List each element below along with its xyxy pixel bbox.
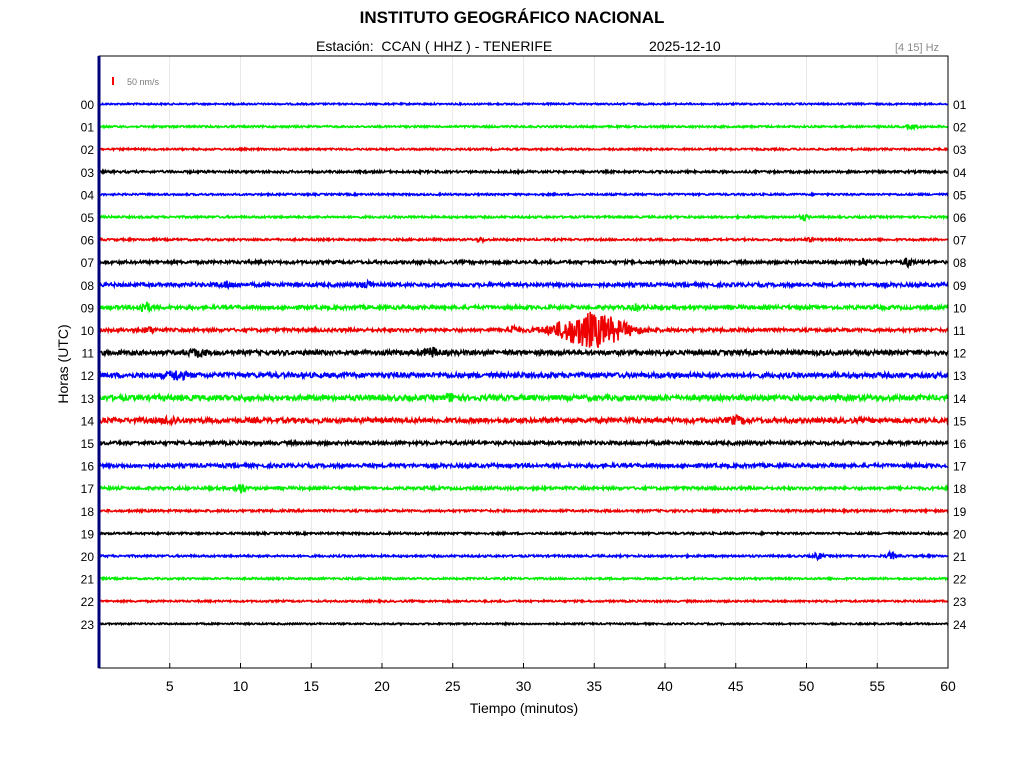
trace-hour-19 xyxy=(98,529,949,537)
left-hour-label: 01 xyxy=(81,121,95,135)
trace-hour-17 xyxy=(98,483,949,494)
left-hour-label: 12 xyxy=(81,369,95,383)
right-hour-label: 14 xyxy=(953,392,967,406)
x-tick-label: 50 xyxy=(799,678,815,694)
right-hour-label: 18 xyxy=(953,482,967,496)
left-hour-label: 07 xyxy=(81,256,95,270)
right-hour-label: 24 xyxy=(953,618,967,632)
x-tick-label: 35 xyxy=(586,678,602,694)
x-tick-label: 30 xyxy=(516,678,532,694)
trace-hour-07 xyxy=(98,257,949,270)
right-hour-label: 19 xyxy=(953,505,967,519)
trace-hour-22 xyxy=(98,598,949,605)
right-hour-label: 07 xyxy=(953,234,967,248)
hour-labels: 00 01 01 02 02 03 03 04 04 05 05 06 06 07 07 08 08 09 09 10… xyxy=(81,98,967,632)
trace-hour-01 xyxy=(98,123,949,132)
trace-hour-03 xyxy=(98,167,949,176)
left-hour-label: 13 xyxy=(81,392,95,406)
x-axis-label: Tiempo (minutos) xyxy=(469,700,579,716)
right-hour-label: 13 xyxy=(953,369,967,383)
trace-hour-21 xyxy=(98,575,949,582)
trace-hour-11 xyxy=(98,346,949,359)
trace-hour-09 xyxy=(98,301,949,314)
right-hour-label: 23 xyxy=(953,595,967,609)
right-hour-label: 16 xyxy=(953,437,967,451)
left-hour-label: 21 xyxy=(81,573,95,587)
left-hour-label: 06 xyxy=(81,234,95,248)
left-hour-label: 15 xyxy=(81,437,95,451)
trace-hour-04 xyxy=(98,191,949,198)
left-hour-label: 16 xyxy=(81,460,95,474)
left-hour-label: 22 xyxy=(81,595,95,609)
right-hour-label: 01 xyxy=(953,98,967,112)
x-tick-label: 45 xyxy=(728,678,744,694)
right-hour-label: 21 xyxy=(953,550,967,564)
trace-hour-20 xyxy=(98,549,949,562)
left-hour-label: 05 xyxy=(81,211,95,225)
left-hour-label: 04 xyxy=(81,188,95,202)
scale-bar-mark xyxy=(112,77,114,85)
trace-hour-14 xyxy=(98,413,949,427)
scale-bar: 50 nm/s xyxy=(112,77,160,87)
left-hour-label: 09 xyxy=(81,301,95,315)
right-hour-label: 10 xyxy=(953,301,967,315)
left-hour-label: 17 xyxy=(81,482,95,496)
left-hour-label: 03 xyxy=(81,166,95,180)
date-label: 2025-12-10 xyxy=(649,38,721,54)
trace-hour-15 xyxy=(98,438,949,448)
left-hour-label: 23 xyxy=(81,618,95,632)
traces-group xyxy=(98,101,949,627)
trace-hour-00 xyxy=(98,101,949,107)
x-tick-label: 20 xyxy=(374,678,390,694)
x-tick-label: 10 xyxy=(233,678,249,694)
grid-lines xyxy=(169,56,878,668)
trace-hour-18 xyxy=(98,507,949,515)
right-hour-label: 02 xyxy=(953,121,967,135)
x-tick-label: 5 xyxy=(166,678,174,694)
trace-hour-23 xyxy=(98,620,949,627)
trace-hour-13 xyxy=(98,391,949,404)
x-tick-label: 25 xyxy=(445,678,461,694)
right-hour-label: 22 xyxy=(953,573,967,587)
x-tick-label: 40 xyxy=(657,678,673,694)
trace-hour-05 xyxy=(98,213,949,223)
trace-hour-12 xyxy=(98,369,949,381)
station-label: Estación: CCAN ( HHZ ) - TENERIFE xyxy=(316,38,553,54)
x-tick-label: 15 xyxy=(303,678,319,694)
left-hour-label: 18 xyxy=(81,505,95,519)
scale-bar-label: 50 nm/s xyxy=(127,77,160,87)
left-hour-label: 00 xyxy=(81,98,95,112)
y-axis-label: Horas (UTC) xyxy=(55,324,71,404)
right-hour-label: 17 xyxy=(953,460,967,474)
right-hour-label: 06 xyxy=(953,211,967,225)
right-hour-label: 08 xyxy=(953,256,967,270)
x-axis-ticks: 5 10 15 20 25 30 35 40 45 50 55 60 xyxy=(166,663,956,694)
left-hour-label: 11 xyxy=(82,347,95,361)
left-hour-label: 14 xyxy=(81,414,95,428)
x-tick-label: 60 xyxy=(940,678,956,694)
left-hour-label: 02 xyxy=(81,143,95,157)
x-tick-label: 55 xyxy=(869,678,885,694)
left-hour-label: 10 xyxy=(81,324,95,338)
right-hour-label: 05 xyxy=(953,188,967,202)
right-hour-label: 04 xyxy=(953,166,967,180)
right-hour-label: 12 xyxy=(953,347,967,361)
right-hour-label: 20 xyxy=(953,527,967,541)
left-hour-label: 08 xyxy=(81,279,95,293)
chart-title: INSTITUTO GEOGRÁFICO NACIONAL xyxy=(359,8,665,27)
right-hour-label: 11 xyxy=(953,324,966,338)
right-hour-label: 09 xyxy=(953,279,967,293)
filter-band-label: [4 15] Hz xyxy=(895,42,940,54)
left-hour-label: 19 xyxy=(81,527,95,541)
trace-hour-06 xyxy=(98,235,949,245)
right-hour-label: 03 xyxy=(953,143,967,157)
trace-hour-16 xyxy=(98,460,949,471)
right-hour-label: 15 xyxy=(953,414,967,428)
trace-hour-10 xyxy=(98,311,949,348)
left-hour-label: 20 xyxy=(81,550,95,564)
trace-hour-08 xyxy=(98,278,949,291)
trace-hour-02 xyxy=(98,146,949,153)
